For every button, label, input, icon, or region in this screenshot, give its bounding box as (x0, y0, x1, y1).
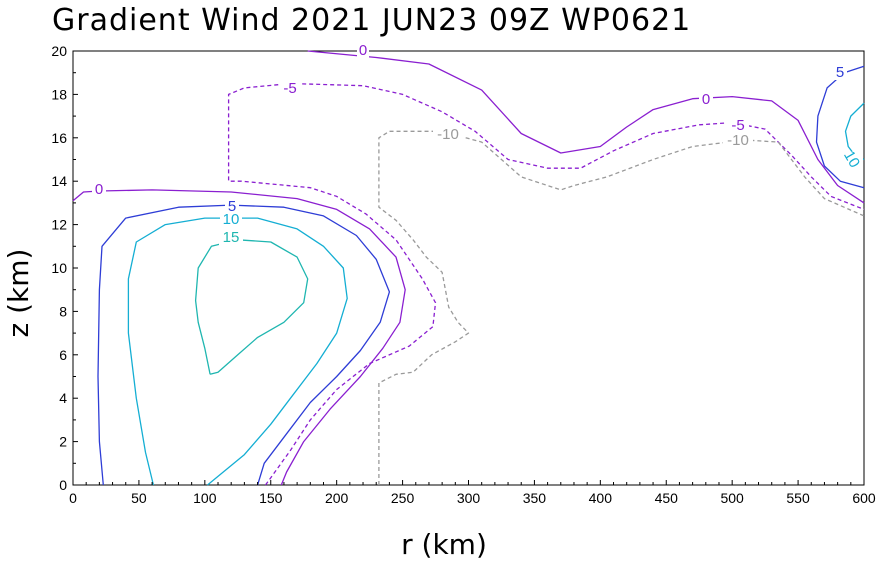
x-tick-label: 250 (391, 490, 415, 506)
contour-label-0-right: 0 (702, 91, 710, 108)
y-tick-label: 12 (51, 217, 67, 233)
x-tick-label: 150 (259, 490, 283, 506)
x-tick-label: 350 (523, 490, 547, 506)
y-tick-label: 0 (59, 477, 67, 493)
y-tick-label: 6 (59, 347, 67, 363)
x-tick-label: 450 (655, 490, 679, 506)
x-tick-labels: 0 50 100 150 200 250 300 350 400 450 500 550 600 (69, 490, 876, 506)
chart-title: Gradient Wind 2021 JUN23 09Z WP0621 (52, 3, 691, 38)
y-tick-labels: 0 2 4 6 8 10 12 14 16 18 20 (51, 43, 67, 493)
contour-label-0-top: 0 (359, 42, 367, 59)
contour-label-15: 15 (223, 229, 240, 246)
x-tick-label: 550 (786, 490, 810, 506)
contour-label-minus10-top: -10 (437, 126, 459, 143)
axis-ticks (72, 50, 865, 486)
contour-label-0-left: 0 (95, 181, 103, 198)
contour-label-minus10-right: -10 (727, 132, 749, 149)
y-tick-label: 2 (59, 434, 67, 450)
contour-label-5-left: 5 (228, 198, 236, 215)
x-tick-label: 400 (589, 490, 613, 506)
x-tick-label: 500 (720, 490, 744, 506)
contour-labels: 0 0 0 -5 -5 -10 -10 5 5 10 10 15 (92, 42, 863, 246)
contour-line-10_left (127, 217, 348, 486)
y-tick-label: 20 (51, 43, 67, 59)
y-tick-label: 10 (51, 260, 67, 276)
x-tick-label: 50 (131, 490, 147, 506)
y-tick-label: 14 (51, 173, 67, 189)
contour-line-minus5 (227, 82, 865, 486)
contour-line-15 (194, 239, 309, 375)
contour-line-5_right (815, 65, 865, 189)
x-tick-label: 600 (852, 490, 876, 506)
y-axis-label: z (km) (2, 249, 35, 338)
y-tick-label: 18 (51, 86, 67, 102)
contour-line-5_left (97, 204, 391, 486)
contour-label-minus5-top: -5 (283, 80, 296, 97)
contour-lines (72, 50, 865, 486)
contour-label-minus5-right: -5 (731, 117, 744, 134)
contour-label-10-left: 10 (223, 211, 240, 228)
contour-label-10-right: 10 (840, 148, 863, 171)
x-tick-label: 100 (193, 490, 217, 506)
x-tick-label: 0 (69, 490, 77, 506)
contour-label-5-right: 5 (836, 64, 844, 81)
contour-line-0_upper (307, 50, 865, 204)
y-tick-label: 4 (59, 390, 67, 406)
y-tick-label: 16 (51, 130, 67, 146)
x-tick-label: 200 (325, 490, 349, 506)
x-axis-label: r (km) (401, 528, 487, 561)
y-tick-label: 8 (59, 303, 67, 319)
contour-line-0 (72, 189, 406, 486)
contour-line-minus10 (378, 130, 865, 485)
x-tick-label: 300 (457, 490, 481, 506)
plot-frame (72, 50, 865, 486)
